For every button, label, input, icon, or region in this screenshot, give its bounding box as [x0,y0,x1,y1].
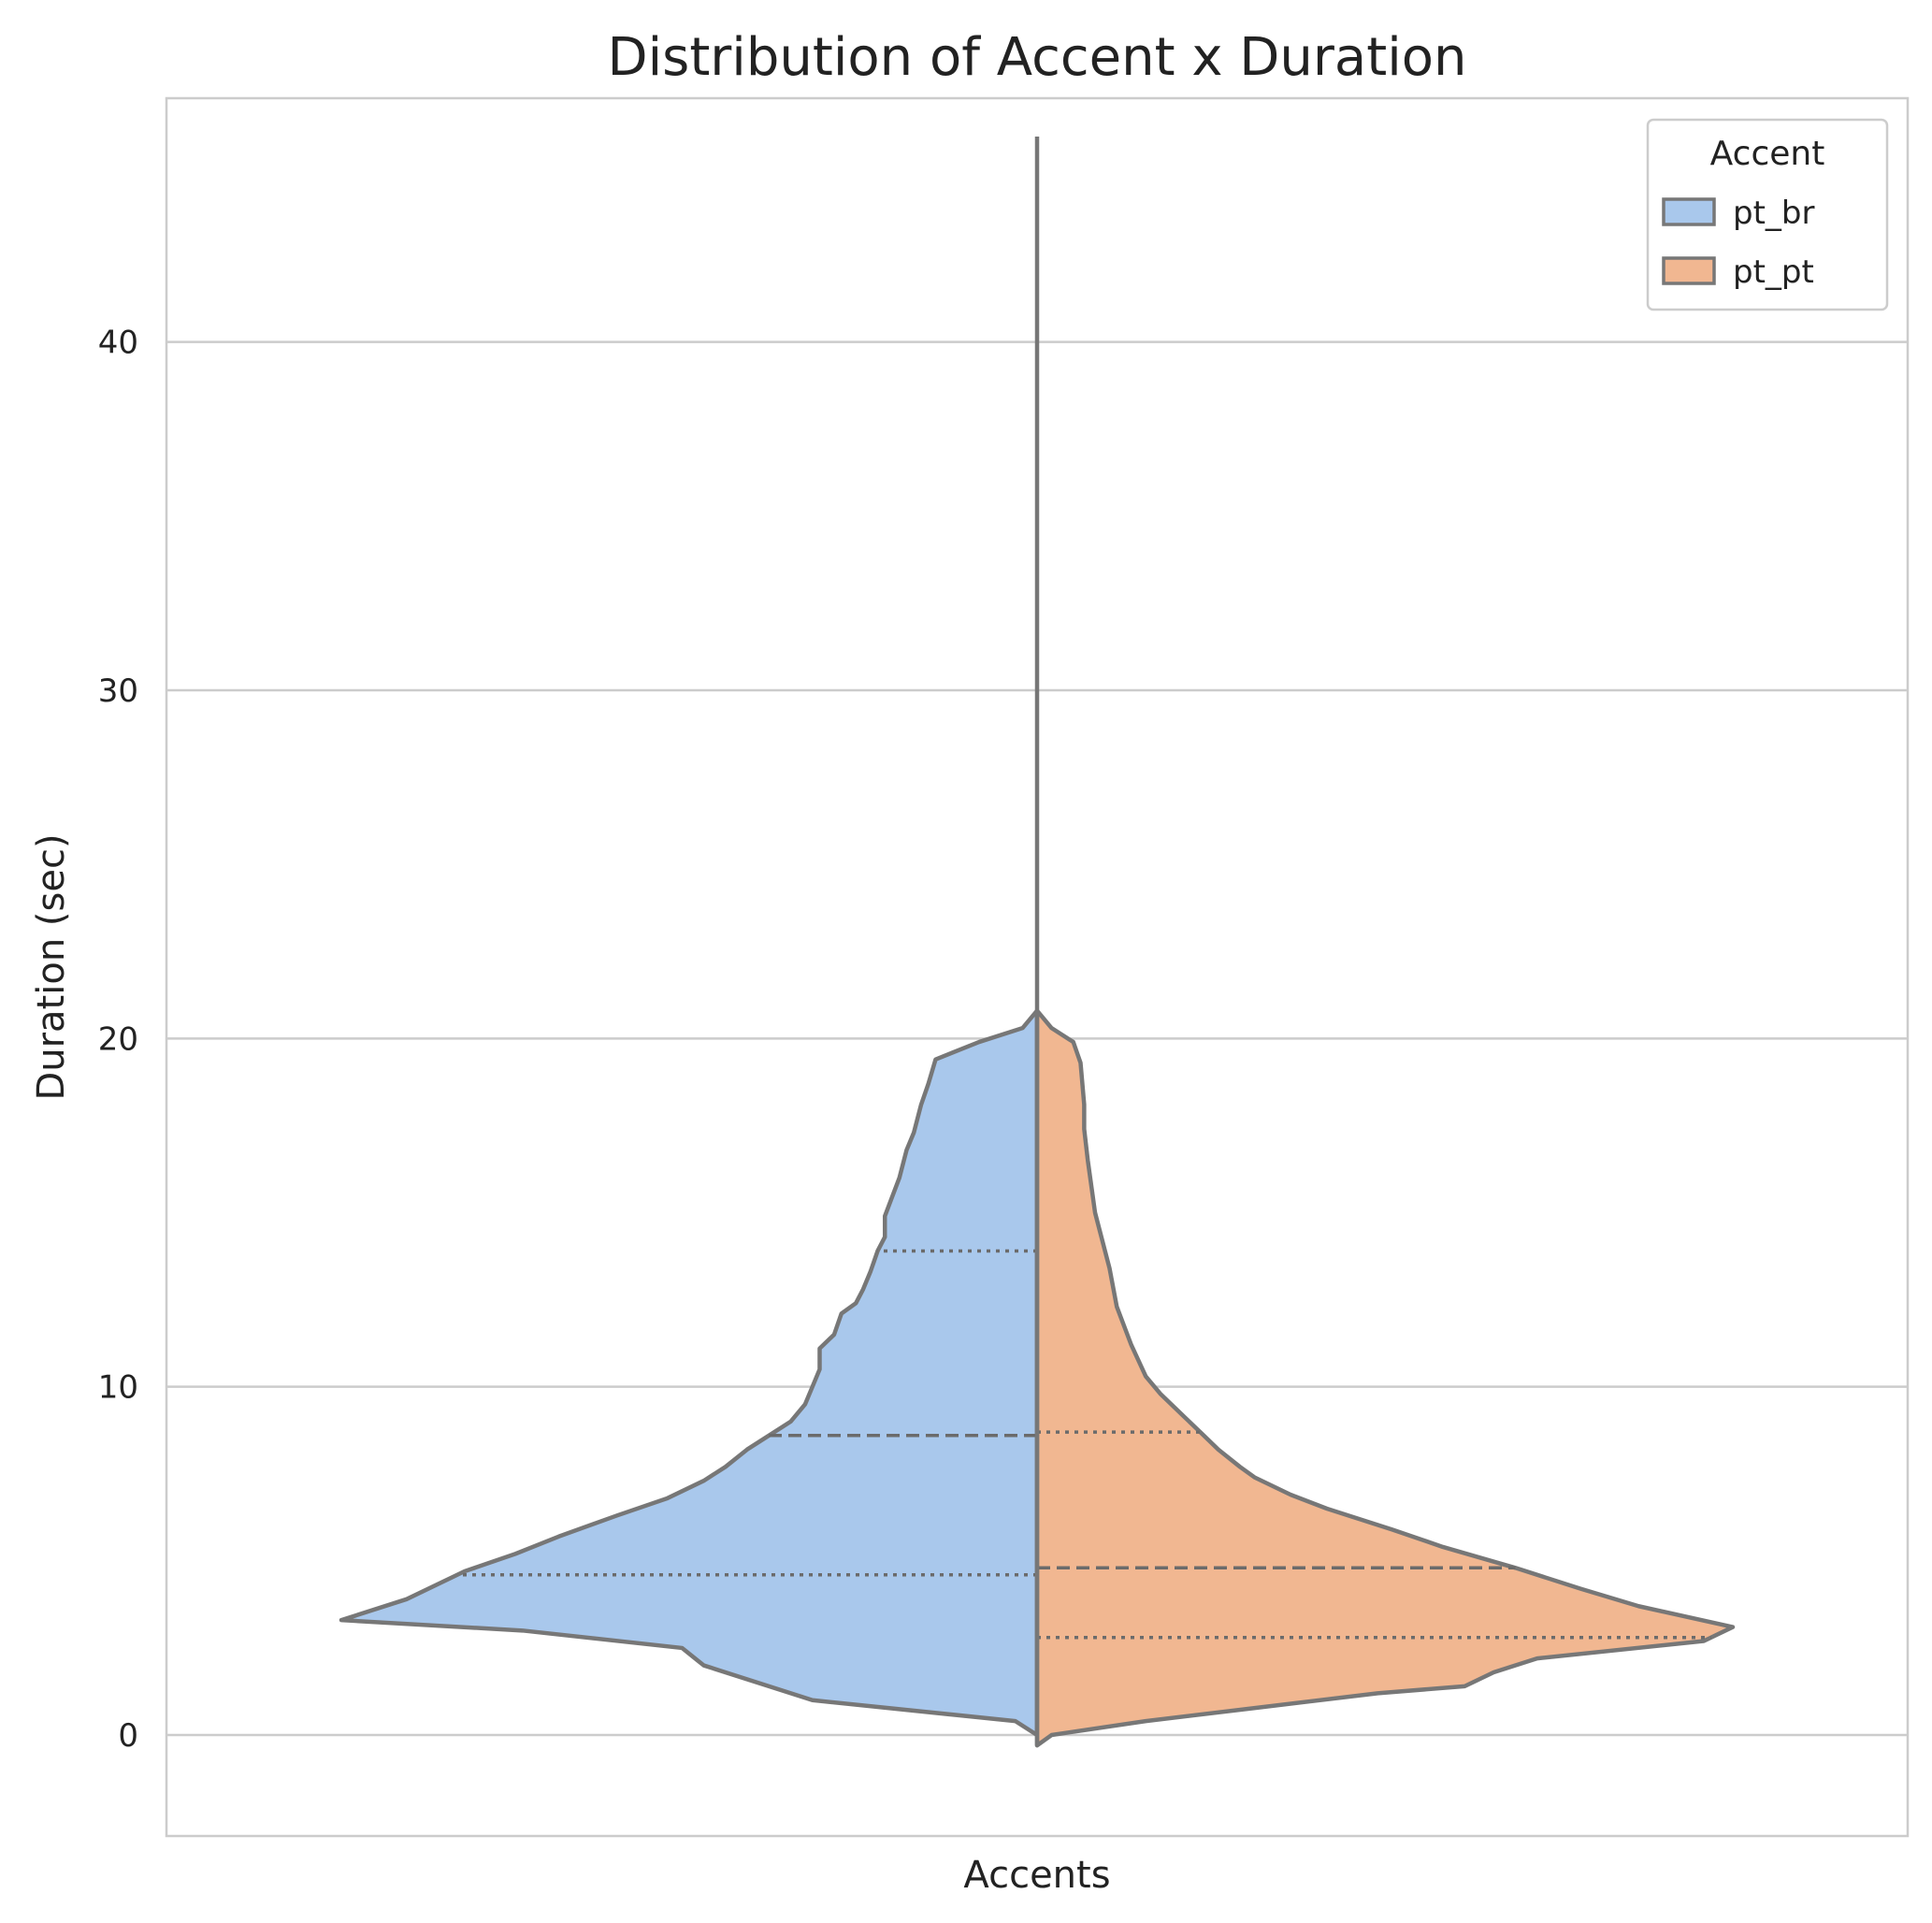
violin-pt-pt [1034,1008,1736,1748]
y-tick-label-20: 20 [98,1020,138,1058]
quartile-lines [457,1249,1711,1640]
chart-title: Distribution of Accent x Duration [607,27,1466,88]
y-axis-label: Duration (sec) [30,833,73,1100]
y-tick-labels: 0 10 20 30 40 [98,325,138,1755]
legend-swatch-pt-br [1662,197,1716,226]
legend-label-pt-br: pt_br [1733,195,1814,232]
legend-swatch-pt-pt [1662,256,1716,285]
y-tick-label-30: 30 [98,672,138,710]
legend: Accent pt_br pt_pt [1646,118,1889,311]
legend-title: Accent [1710,135,1825,173]
y-tick-label-10: 10 [98,1369,138,1407]
violin-pt-br [339,1008,1040,1738]
x-axis-label: Accents [963,1854,1110,1897]
legend-label-pt-pt: pt_pt [1733,253,1814,291]
y-tick-label-0: 0 [118,1717,138,1755]
violins [339,1008,1736,1748]
y-tick-label-40: 40 [98,325,138,362]
